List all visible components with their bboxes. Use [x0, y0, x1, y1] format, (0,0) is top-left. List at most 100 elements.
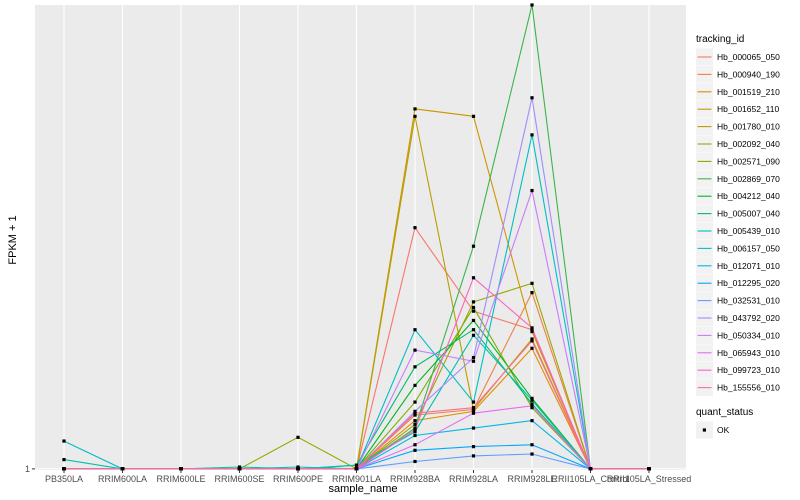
data-point: [530, 406, 534, 410]
data-point: [530, 328, 534, 332]
x-tick-label: RRIM600LE: [156, 474, 205, 484]
data-point: [471, 445, 476, 449]
data-point: [413, 383, 417, 387]
x-tick-label: RRIM600PE: [273, 474, 323, 484]
data-point: [530, 452, 534, 456]
legend-label: Hb_002571_090: [717, 156, 780, 166]
shape-legend: quant_status OK: [696, 407, 753, 439]
data-point: [413, 409, 417, 413]
legend-title: tracking_id: [696, 34, 744, 45]
legend-label: Hb_006157_050: [717, 243, 780, 253]
x-axis-title: sample_name: [328, 483, 397, 495]
data-points: [62, 3, 651, 471]
data-point: [647, 467, 651, 471]
data-point: [62, 467, 66, 471]
legend-label: Hb_001519_210: [717, 87, 780, 97]
legend-label: Hb_099723_010: [717, 365, 780, 375]
data-point: [530, 3, 534, 7]
data-point: [530, 326, 534, 330]
data-point: [179, 467, 183, 471]
legend-label: Hb_012295_020: [717, 278, 780, 288]
legend-label: Hb_000065_050: [717, 52, 780, 62]
plot-panel: [35, 5, 686, 470]
data-point: [413, 365, 417, 369]
data-point: [413, 422, 417, 426]
data-point: [354, 463, 359, 467]
data-point: [471, 406, 476, 410]
data-point: [471, 400, 476, 404]
legend-label: Hb_001652_110: [717, 104, 780, 114]
data-point: [413, 328, 417, 332]
data-point: [471, 244, 476, 248]
legend-item: Hb_001652_110: [696, 100, 780, 118]
x-tick-label: RRII105LA_Stressed: [607, 474, 692, 484]
shape-legend-title: quant_status: [696, 407, 753, 418]
data-point: [530, 337, 534, 341]
x-tick-label: RRIM600SE: [214, 474, 264, 484]
legend-label: Hb_155556_010: [717, 383, 780, 393]
legend-item: Hb_012295_020: [696, 274, 780, 292]
data-point: [530, 329, 534, 334]
legend-label: Hb_005007_040: [717, 209, 780, 219]
data-point: [413, 443, 417, 447]
data-point: [471, 454, 476, 458]
legend-label: Hb_005439_010: [717, 226, 780, 236]
data-point: [296, 467, 300, 471]
legend-label: Hb_002092_040: [717, 139, 780, 149]
data-point: [471, 305, 476, 310]
data-point: [413, 413, 417, 417]
x-tick-label: RRIM928LA: [449, 474, 498, 484]
legend-item: Hb_001519_210: [696, 83, 780, 101]
data-point: [413, 428, 417, 432]
legend-item: Hb_002571_090: [696, 152, 780, 170]
data-point: [471, 309, 476, 313]
legend-item: Hb_155556_010: [696, 379, 780, 397]
legend-item: Hb_002869_070: [696, 170, 780, 188]
legend-label: Hb_043792_020: [717, 313, 780, 323]
data-point: [237, 465, 242, 469]
legend-item: Hb_050334_010: [696, 326, 780, 344]
data-point: [530, 96, 534, 100]
data-point: [413, 114, 417, 118]
legend-item: Hb_001780_010: [696, 118, 780, 136]
data-point: [413, 411, 417, 415]
data-point: [296, 465, 300, 469]
data-point: [296, 435, 300, 439]
legend-item: Hb_065943_010: [696, 344, 780, 362]
data-point: [530, 133, 534, 137]
data-point: [471, 276, 476, 280]
legend-item: Hb_099723_010: [696, 361, 780, 379]
legend-item: Hb_000940_190: [696, 65, 780, 83]
legend-label: Hb_065943_010: [717, 348, 780, 358]
legend-label: Hb_012071_010: [717, 261, 780, 271]
data-point: [120, 467, 125, 471]
legend-item: Hb_000065_050: [696, 48, 780, 66]
data-point: [413, 400, 417, 404]
data-point: [471, 300, 476, 304]
legend-item: Hb_012071_010: [696, 257, 780, 275]
data-point: [471, 359, 476, 363]
data-point: [530, 404, 534, 408]
legend-item: Hb_004212_040: [696, 187, 780, 205]
data-point: [588, 467, 593, 471]
data-point: [413, 448, 417, 452]
y-axis-title: FPKM + 1: [7, 215, 19, 264]
x-tick-label: RRIM928LE: [507, 474, 556, 484]
data-point: [471, 333, 476, 337]
data-point: [413, 419, 417, 423]
data-point: [62, 439, 66, 443]
legend-label: Hb_032531_010: [717, 296, 780, 306]
legend-item: Hb_002092_040: [696, 135, 780, 153]
x-tick-label: RRIM600LA: [98, 474, 147, 484]
legend-label: Hb_004212_040: [717, 191, 780, 201]
legend: tracking_id Hb_000065_050 Hb_000940_190 Hb…: [696, 34, 780, 397]
panel-background: [35, 5, 686, 470]
data-point: [413, 107, 417, 111]
legend-label: Hb_000940_190: [717, 69, 780, 79]
data-point: [413, 226, 417, 230]
data-point: [413, 430, 417, 434]
data-point: [62, 458, 66, 462]
data-point: [530, 443, 534, 447]
legend-item: Hb_006157_050: [696, 239, 780, 257]
